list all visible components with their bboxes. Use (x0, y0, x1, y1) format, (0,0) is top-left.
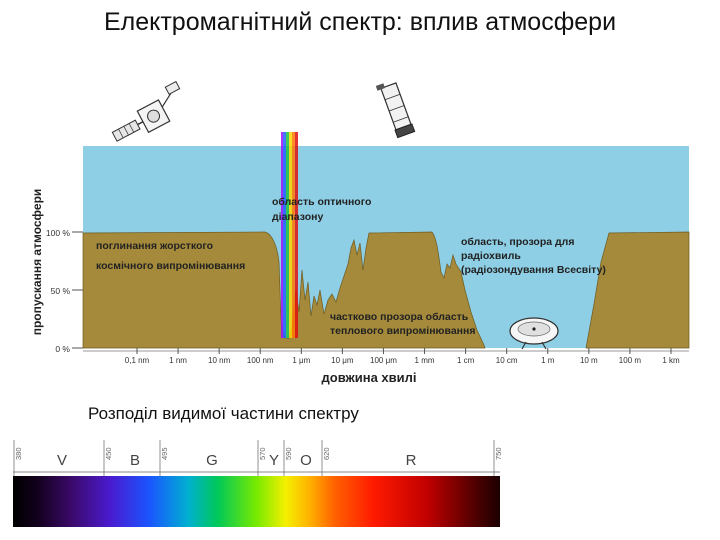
transmission-curve (82, 231, 486, 349)
radio-telescope-icon (509, 317, 559, 350)
band-letter: B (130, 452, 140, 469)
transmission-curve-right (585, 231, 690, 349)
x-tick-label: 10 μm (331, 356, 354, 365)
x-axis-ticks: 0,1 nm 1 nm 10 nm 100 nm 1 μm 10 μm 100 μm 1 mm… (83, 348, 689, 365)
hard-radiation-annotation-line1: поглинання жорсткого (96, 240, 213, 252)
x-tick-label: 1 mm (415, 356, 435, 365)
radio-window-annotation-line2: радіохвиль (461, 250, 521, 262)
thermal-annotation-line1: частково прозора область (330, 311, 469, 323)
band-letter: R (406, 452, 417, 469)
optical-window-annotation-line2: діапазону (272, 211, 323, 223)
x-tick-label: 100 m (619, 356, 642, 365)
spectrum-caption: Розподіл видимої частини спектру (88, 404, 359, 423)
band-letter: Y (269, 452, 279, 469)
satellite-icon (111, 80, 181, 142)
thermal-annotation-line2: теплового випромінювання (330, 325, 475, 337)
band-wavelength-label: 750 (494, 447, 503, 460)
x-tick-label: 100 nm (247, 356, 274, 365)
x-tick-label: 1 cm (457, 356, 475, 365)
x-tick-label: 0,1 nm (125, 356, 150, 365)
x-axis-label: довжина хвилі (322, 370, 417, 385)
band-wavelength-label: 620 (322, 447, 331, 460)
page-title: Електромагнітний спектр: вплив атмосфери (103, 8, 617, 36)
band-letter: G (206, 452, 218, 469)
x-tick-label: 10 cm (496, 356, 518, 365)
x-tick-label: 1 km (662, 356, 680, 365)
band-letter: O (300, 452, 312, 469)
y-tick-label-0: 0 % (55, 344, 70, 354)
optical-window-red (295, 132, 298, 338)
band-wavelength-label: 380 (14, 447, 23, 460)
x-tick-label: 10 nm (208, 356, 231, 365)
visible-spectrum-bar (13, 476, 500, 527)
band-wavelength-label: 450 (104, 447, 113, 460)
optical-window-green (286, 132, 289, 338)
hard-radiation-annotation-line2: космічного випромінювання (96, 260, 245, 272)
space-telescope-icon (375, 82, 416, 139)
optical-window-blue (283, 132, 286, 338)
x-tick-label: 100 μm (370, 356, 397, 365)
y-tick-label-100: 100 % (46, 228, 71, 238)
x-tick-label: 1 nm (169, 356, 187, 365)
optical-window-orange (292, 132, 295, 338)
spectrum-band-boundaries: 380 450 495 570 590 620 750 (13, 440, 503, 476)
y-axis-label: пропускання атмосфери (30, 189, 44, 336)
band-wavelength-label: 590 (284, 447, 293, 460)
x-tick-label: 1 μm (292, 356, 310, 365)
x-tick-label: 10 m (580, 356, 598, 365)
optical-window-annotation-line1: область оптичного (272, 196, 371, 208)
band-letter: V (57, 452, 67, 469)
band-wavelength-label: 495 (160, 447, 169, 460)
optical-window-yellow (289, 132, 292, 338)
x-tick-label: 1 m (541, 356, 555, 365)
radio-window-annotation-line1: область, прозора для (461, 236, 574, 248)
optical-window-violet (281, 132, 283, 338)
radio-window-annotation-line3: (радіозондування Всесвіту) (461, 264, 606, 276)
y-tick-label-50: 50 % (51, 286, 71, 296)
band-wavelength-label: 570 (258, 447, 267, 460)
